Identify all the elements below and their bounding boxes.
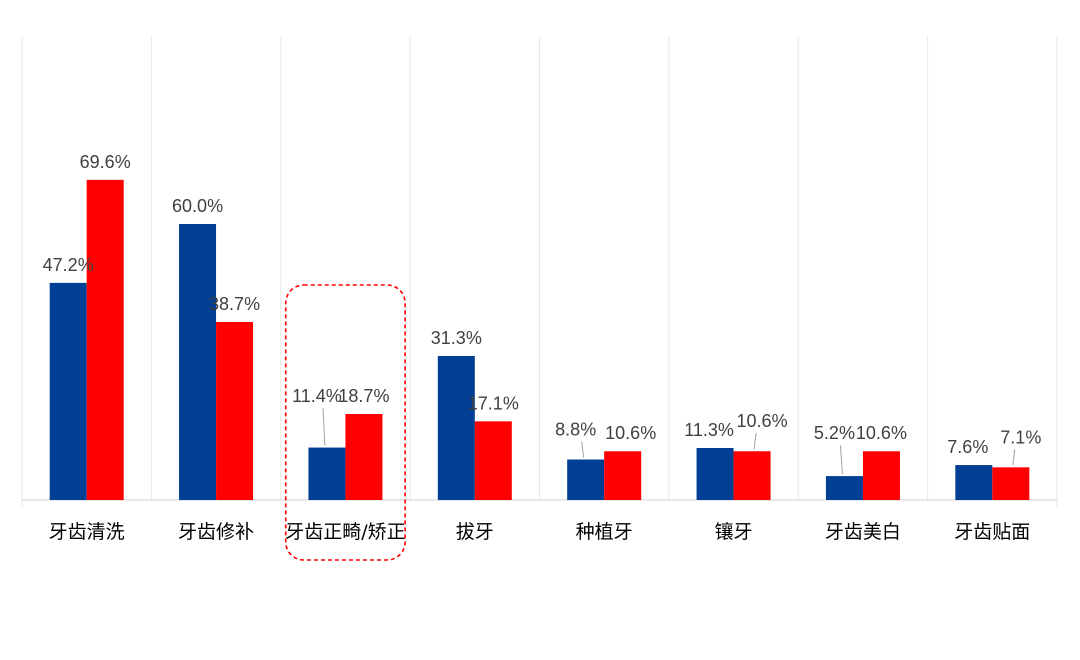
data-label-s2-1: 38.7% bbox=[209, 294, 260, 314]
grid-lines bbox=[21, 36, 1058, 508]
bar-s2-4 bbox=[604, 451, 642, 500]
bar-s1-3 bbox=[437, 356, 475, 500]
category-label-1: 牙齿修补 bbox=[178, 521, 254, 543]
leader-line bbox=[322, 407, 326, 446]
label-leader-lines bbox=[322, 407, 1016, 475]
data-label-s2-6: 10.6% bbox=[856, 423, 907, 443]
data-label-s1-6: 5.2% bbox=[814, 423, 855, 443]
data-label-s1-0: 47.2% bbox=[43, 255, 94, 275]
category-label-6: 牙齿美白 bbox=[825, 521, 901, 543]
data-label-s2-0: 69.6% bbox=[80, 152, 131, 172]
data-label-s2-4: 10.6% bbox=[605, 423, 656, 443]
data-labels: 47.2% 69.6% 60.0% 38.7% 11.4%18.7% 31.3% 17.1%… bbox=[43, 152, 1042, 457]
category-label-0: 牙齿清洗 bbox=[49, 521, 125, 543]
data-label-s2-5: 10.6% bbox=[737, 411, 788, 431]
category-label-7: 牙齿贴面 bbox=[954, 521, 1030, 543]
data-label-s1-7: 7.6% bbox=[947, 437, 988, 457]
highlight-box bbox=[284, 284, 406, 561]
leader-line bbox=[753, 433, 757, 450]
category-label-2: 牙齿正畸/矫正 bbox=[285, 521, 405, 543]
data-label-s2-7: 7.1% bbox=[1000, 427, 1041, 447]
bar-s2-3 bbox=[474, 421, 512, 500]
category-label-3: 拔牙 bbox=[456, 521, 494, 543]
category-label-5: 镶牙 bbox=[715, 521, 753, 543]
bar-s2-2 bbox=[345, 413, 383, 500]
data-label-s2-2: 18.7% bbox=[338, 386, 389, 406]
data-label-s1-4: 8.8% bbox=[555, 420, 596, 440]
bar-s2-7 bbox=[992, 467, 1030, 500]
bar-s1-1 bbox=[179, 224, 217, 500]
bar-s1-7 bbox=[955, 465, 993, 500]
data-label-s1-2: 11.4% bbox=[292, 386, 342, 406]
bar-s2-5 bbox=[733, 451, 771, 500]
bar-s1-0 bbox=[49, 282, 87, 500]
bar-s1-6 bbox=[825, 476, 863, 500]
data-label-s2-3: 17.1% bbox=[468, 393, 519, 413]
data-label-s1-1: 60.0% bbox=[172, 196, 223, 216]
category-labels: 牙齿清洗 牙齿修补 牙齿正畸/矫正 拔牙 种植牙 镶牙 牙齿美白 牙齿贴面 bbox=[49, 521, 1031, 543]
bar-s1-4 bbox=[567, 459, 605, 500]
bar-s2-6 bbox=[862, 451, 900, 500]
bar-s1-5 bbox=[696, 448, 734, 500]
bar-s2-0 bbox=[86, 179, 124, 500]
leader-line bbox=[839, 445, 843, 475]
data-label-s1-5: 11.3% bbox=[684, 420, 734, 440]
leader-line bbox=[581, 441, 585, 458]
bar-s2-1 bbox=[216, 321, 254, 500]
bars bbox=[49, 179, 1030, 500]
bar-s1-2 bbox=[308, 447, 346, 500]
leader-line bbox=[1012, 449, 1016, 466]
category-label-4: 种植牙 bbox=[576, 521, 633, 543]
data-label-s1-3: 31.3% bbox=[431, 328, 482, 348]
